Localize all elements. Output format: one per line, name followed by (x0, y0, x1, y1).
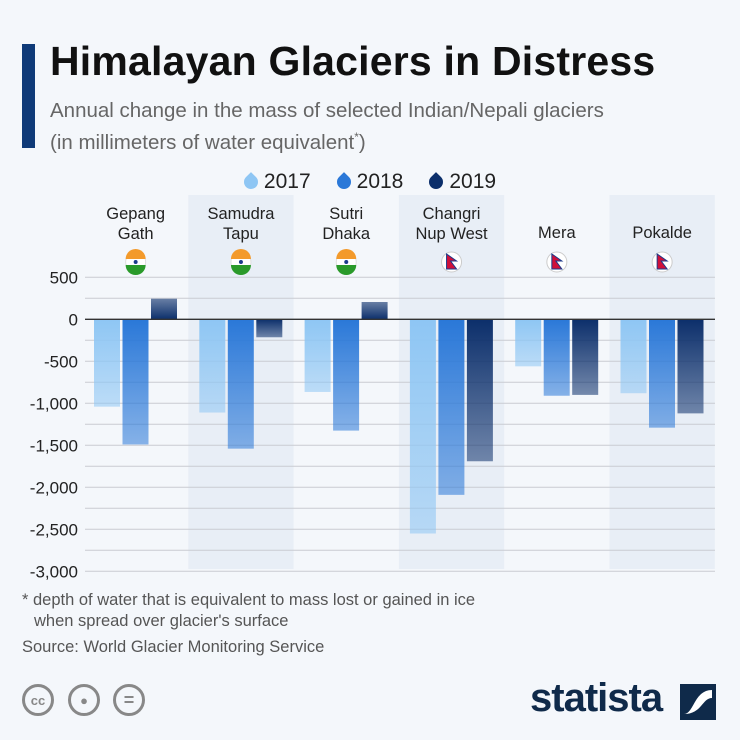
bar-2017 (515, 319, 542, 367)
flag-saffron (125, 249, 146, 259)
flag-chakra (133, 260, 138, 264)
bar-2018 (438, 319, 465, 495)
y-tick-label: 500 (50, 268, 78, 287)
legend-item: 2017 (241, 170, 311, 194)
y-tick-label: -2,500 (30, 520, 78, 539)
subtitle-line: Annual change in the mass of selected In… (50, 99, 604, 122)
nd-icon[interactable]: = (113, 684, 145, 716)
bar-2017 (199, 319, 226, 413)
bar-2019 (361, 301, 388, 320)
legend-item: 2019 (426, 170, 497, 194)
bar-2018 (333, 319, 360, 431)
bar-2019 (256, 319, 283, 338)
legend-label: 2018 (356, 170, 404, 193)
bar-chart: 500 0 -500 -1,000 -1,500 -2,000 -2,500 -3,000 Ge… (30, 195, 715, 580)
flag-pennant (446, 253, 459, 270)
footnote-line: when spread over glacier's surface (34, 612, 289, 630)
flag-chakra (238, 260, 243, 264)
subtitle-end: ) (358, 130, 366, 154)
category-label: Gath (118, 225, 154, 243)
statista-logo[interactable]: statista (530, 676, 663, 720)
flag-pennant (551, 253, 564, 270)
flag-green (230, 265, 251, 275)
flag-saffron (230, 249, 251, 259)
bar-2018 (227, 319, 254, 449)
asterisk: * (354, 130, 359, 144)
category-label: Pokalde (632, 224, 692, 242)
category-label: Dhaka (322, 225, 371, 243)
category-label: Samudra (207, 205, 275, 223)
y-tick-label: -2,000 (30, 478, 78, 497)
source: Source: World Glacier Monitoring Service (22, 638, 325, 656)
y-tick-label: -3,000 (30, 562, 78, 580)
cc-icon[interactable]: cc (22, 684, 54, 716)
subtitle-line: (in millimeters of water equivalent*) (50, 124, 604, 156)
by-icon[interactable]: ● (68, 684, 100, 716)
bar-2019 (677, 319, 704, 414)
category-label: Changri (423, 205, 481, 223)
bar-2018 (649, 319, 675, 428)
y-tick-label: -500 (44, 352, 78, 371)
bar-2017 (409, 319, 436, 534)
bar-2017 (94, 319, 120, 407)
flag-pennant (656, 253, 669, 270)
bar-2017 (620, 319, 647, 394)
bar-2019 (151, 298, 177, 320)
legend: 2017 2018 2019 (0, 170, 740, 194)
bar-2019 (572, 319, 599, 395)
accent-bar (22, 44, 35, 148)
category-label: Mera (538, 224, 576, 242)
legend-label: 2019 (449, 170, 497, 193)
flag-green (336, 265, 357, 275)
flag-saffron (336, 249, 357, 259)
footnote: * depth of water that is equivalent to m… (22, 590, 475, 632)
chart-title: Himalayan Glaciers in Distress (50, 38, 656, 84)
flag-chakra (344, 260, 349, 264)
flag-green (125, 265, 146, 275)
bar-2019 (466, 319, 493, 462)
bar-2017 (304, 319, 331, 392)
category-label: Nup West (415, 225, 488, 243)
y-tick-label: -1,000 (30, 394, 78, 413)
legend-item: 2018 (333, 170, 404, 194)
subtitle-text: (in millimeters of water equivalent (50, 130, 355, 154)
footnote-line: * depth of water that is equivalent to m… (22, 591, 476, 609)
y-tick-label: -1,500 (30, 436, 78, 455)
category-label: Tapu (223, 225, 259, 243)
category-label: Gepang (106, 205, 165, 223)
chart-subtitle: Annual change in the mass of selected In… (50, 97, 604, 156)
bar-2018 (543, 319, 570, 396)
category-label: Sutri (329, 205, 363, 223)
legend-label: 2017 (263, 170, 311, 193)
statista-logo-mark (680, 684, 716, 720)
y-tick-label: 0 (69, 310, 78, 329)
bar-2018 (122, 319, 149, 445)
